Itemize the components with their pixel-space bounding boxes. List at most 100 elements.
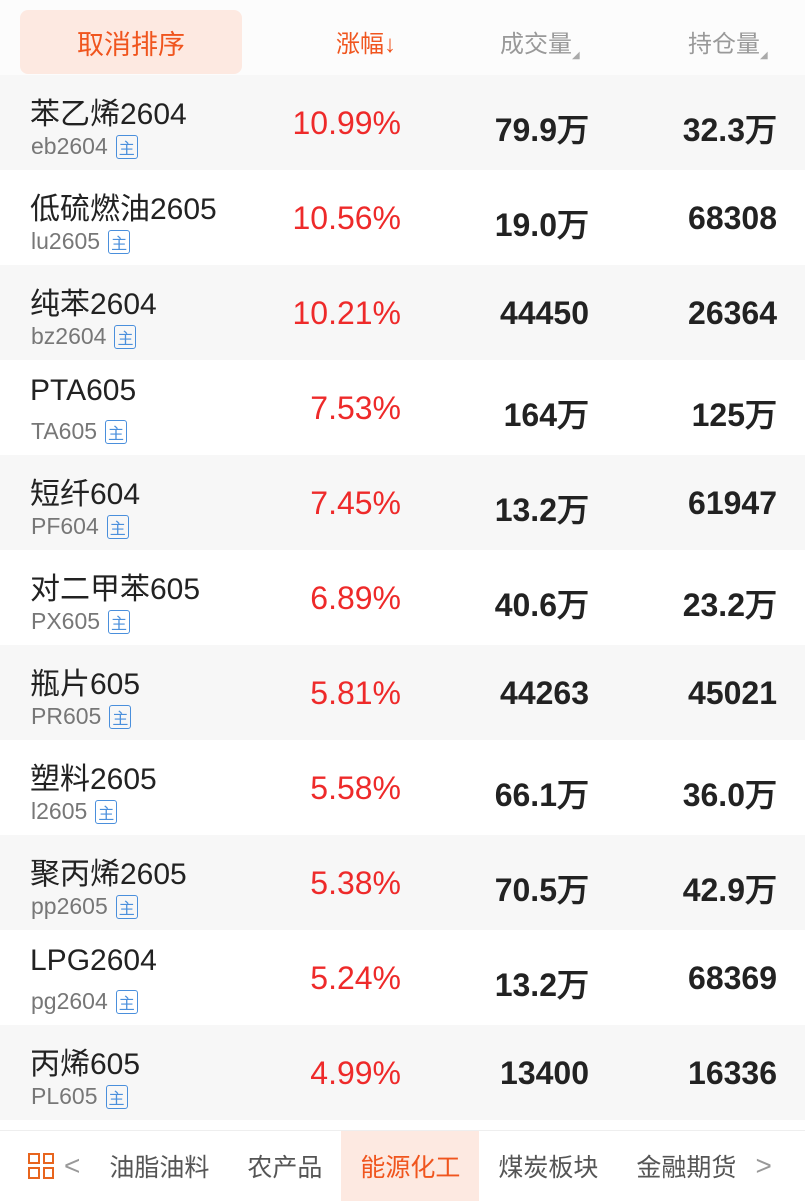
table-row[interactable]: 短纤604 PF604 主 7.45% 13.2万 61947 [0, 455, 805, 550]
contract-code: PF604 主 [31, 513, 129, 540]
open-interest: 23.2万 [682, 587, 777, 623]
tab-category[interactable]: 农产品 [247, 1153, 323, 1182]
open-interest: 36.0万 [682, 777, 777, 813]
open-interest: 61947 [688, 485, 777, 521]
contract-name: 塑料2605 [30, 763, 157, 796]
contract-code: l2605 主 [31, 798, 118, 825]
code-text: pg2604 [31, 988, 108, 1014]
change-percent: 5.24% [310, 960, 401, 996]
table-row[interactable]: LPG2604 pg2604 主 5.24% 13.2万 68369 [0, 930, 805, 1025]
table-row[interactable]: 瓶片605 PR605 主 5.81% 44263 45021 [0, 645, 805, 740]
main-contract-badge: 主 [95, 799, 118, 824]
contract-name: 纯苯2604 [30, 288, 157, 321]
code-text: lu2605 [31, 228, 101, 254]
change-percent: 7.45% [310, 485, 401, 521]
volume: 13.2万 [494, 492, 589, 528]
open-interest: 68308 [688, 200, 777, 236]
main-contract-badge: 主 [115, 989, 138, 1014]
code-text: PX605 [31, 608, 101, 634]
volume: 13.2万 [494, 967, 589, 1003]
contract-name: 苯乙烯2604 [30, 98, 187, 131]
contract-code: bz2604 主 [31, 323, 137, 350]
grid-icon[interactable] [28, 1152, 54, 1179]
main-contract-badge: 主 [114, 324, 137, 349]
contract-list: 苯乙烯2604 eb2604 主 10.99% 79.9万 32.3万低硫燃油26… [0, 75, 805, 1120]
main-contract-badge: 主 [109, 704, 132, 729]
volume: 79.9万 [494, 112, 589, 148]
sort-triangle-icon: ◢ [572, 50, 580, 61]
main-contract-badge: 主 [108, 229, 131, 254]
code-text: PF604 [31, 513, 99, 539]
change-percent: 10.56% [292, 200, 401, 236]
chevron-left-icon[interactable]: < [64, 1149, 81, 1181]
contract-name: LPG2604 [30, 944, 157, 977]
cancel-sort-button[interactable]: 取消排序 [20, 10, 242, 74]
chevron-right-icon[interactable]: > [755, 1149, 772, 1181]
contract-code: pg2604 主 [31, 988, 138, 1015]
table-row[interactable]: 低硫燃油2605 lu2605 主 10.56% 19.0万 68308 [0, 170, 805, 265]
contract-name: 聚丙烯2605 [30, 858, 187, 891]
contract-name: 丙烯605 [30, 1048, 141, 1081]
volume: 44263 [500, 675, 589, 711]
tab-category[interactable]: 能源化工 [341, 1130, 480, 1201]
tab-category[interactable]: 金融期货 [636, 1153, 737, 1182]
contract-code: PL605 主 [31, 1083, 128, 1110]
change-percent: 4.99% [310, 1055, 401, 1091]
contract-code: PR605 主 [31, 703, 132, 730]
table-header: 取消排序 涨幅↓ 成交量◢ 持仓量◢ [0, 0, 805, 75]
table-row[interactable]: 塑料2605 l2605 主 5.58% 66.1万 36.0万 [0, 740, 805, 835]
main-contract-badge: 主 [105, 419, 128, 444]
open-interest: 68369 [688, 960, 777, 996]
change-percent: 10.99% [292, 105, 401, 141]
tabs: 油脂油料 农产品 能源化工 煤炭板块 金融期货 [90, 1130, 755, 1201]
sort-oi-header[interactable]: 持仓量◢ [688, 24, 768, 61]
main-contract-badge: 主 [115, 894, 138, 919]
table-row[interactable]: PTA605 TA605 主 7.53% 164万 125万 [0, 360, 805, 455]
open-interest: 32.3万 [682, 112, 777, 148]
open-interest: 42.9万 [682, 872, 777, 908]
main-contract-badge: 主 [106, 514, 129, 539]
sort-change-header[interactable]: 涨幅↓ [336, 31, 396, 58]
table-row[interactable]: 丙烯605 PL605 主 4.99% 13400 16336 [0, 1025, 805, 1120]
tab-category[interactable]: 油脂油料 [109, 1153, 210, 1182]
code-text: bz2604 [31, 323, 107, 349]
code-text: TA605 [31, 418, 98, 444]
table-row[interactable]: 聚丙烯2605 pp2605 主 5.38% 70.5万 42.9万 [0, 835, 805, 930]
contract-code: PX605 主 [31, 608, 131, 635]
contract-code: eb2604 主 [31, 133, 138, 160]
open-interest: 45021 [688, 675, 777, 711]
volume: 66.1万 [494, 777, 589, 813]
code-text: PR605 [31, 703, 102, 729]
open-interest: 16336 [688, 1055, 777, 1091]
volume: 44450 [500, 295, 589, 331]
main-contract-badge: 主 [108, 609, 131, 634]
table-row[interactable]: 纯苯2604 bz2604 主 10.21% 44450 26364 [0, 265, 805, 360]
code-text: pp2605 [31, 893, 108, 919]
sort-triangle-icon: ◢ [760, 50, 768, 61]
open-interest: 26364 [688, 295, 777, 331]
oi-header-label: 持仓量 [688, 31, 760, 58]
sort-volume-header[interactable]: 成交量◢ [500, 24, 580, 61]
volume: 70.5万 [494, 872, 589, 908]
change-percent: 10.21% [292, 295, 401, 331]
table-row[interactable]: 对二甲苯605 PX605 主 6.89% 40.6万 23.2万 [0, 550, 805, 645]
change-percent: 6.89% [310, 580, 401, 616]
change-percent: 5.81% [310, 675, 401, 711]
contract-code: pp2605 主 [31, 893, 138, 920]
volume-header-label: 成交量 [500, 31, 572, 58]
tab-category[interactable]: 煤炭板块 [498, 1153, 599, 1182]
contract-name: 对二甲苯605 [30, 573, 201, 606]
main-contract-badge: 主 [105, 1084, 128, 1109]
main-contract-badge: 主 [115, 134, 138, 159]
code-text: eb2604 [31, 133, 108, 159]
volume: 13400 [500, 1055, 589, 1091]
volume: 40.6万 [494, 587, 589, 623]
contract-name: 短纤604 [30, 478, 141, 511]
table-row[interactable]: 苯乙烯2604 eb2604 主 10.99% 79.9万 32.3万 [0, 75, 805, 170]
volume: 19.0万 [494, 207, 589, 243]
contract-name: 低硫燃油2605 [30, 193, 217, 226]
code-text: PL605 [31, 1083, 98, 1109]
open-interest: 125万 [691, 397, 777, 433]
contract-code: TA605 主 [31, 418, 128, 445]
volume: 164万 [503, 397, 589, 433]
